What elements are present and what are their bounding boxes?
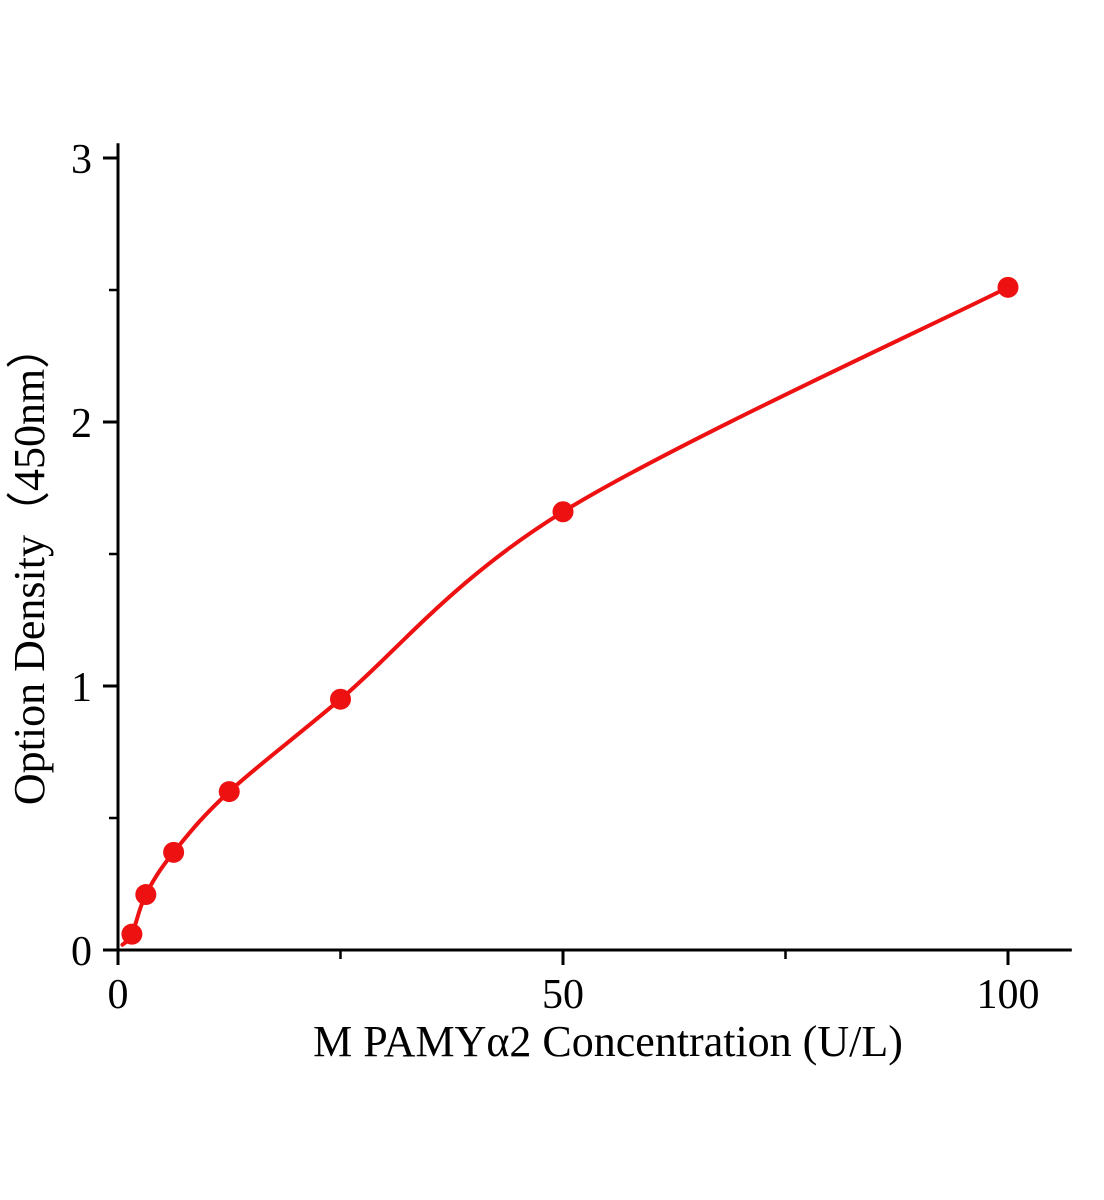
tick-labels: 0 50 100 0 1 2 3 bbox=[71, 137, 1040, 1018]
data-point bbox=[552, 501, 574, 523]
data-point bbox=[330, 688, 351, 710]
y-tick-label: 3 bbox=[71, 137, 92, 183]
data-point bbox=[163, 841, 185, 863]
data-point bbox=[997, 276, 1019, 298]
data-point bbox=[121, 923, 143, 945]
x-tick-label: 50 bbox=[542, 972, 584, 1018]
y-tick-label: 0 bbox=[71, 929, 92, 975]
fit-line bbox=[120, 285, 1010, 947]
fitted-curve bbox=[120, 285, 1010, 947]
data-point bbox=[218, 781, 240, 803]
x-tick-label: 0 bbox=[108, 972, 129, 1018]
x-tick-label: 100 bbox=[977, 972, 1040, 1018]
data-points bbox=[121, 276, 1019, 945]
y-tick-label: 1 bbox=[71, 665, 92, 711]
y-tick-label: 2 bbox=[71, 401, 92, 447]
x-axis-label: M PAMYα2 Concentration (U/L) bbox=[313, 1017, 903, 1066]
y-axis-label: Option Density（450nm） bbox=[5, 325, 54, 805]
data-point bbox=[135, 884, 157, 906]
chart-axes bbox=[103, 143, 1072, 965]
